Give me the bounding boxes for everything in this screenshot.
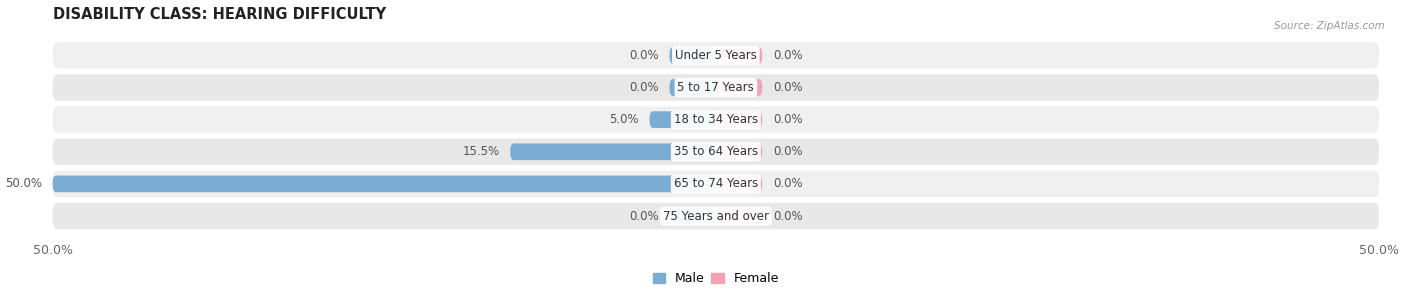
Text: 0.0%: 0.0% [773,178,803,190]
FancyBboxPatch shape [669,79,716,96]
Text: 5.0%: 5.0% [609,113,638,126]
Text: 0.0%: 0.0% [630,49,659,62]
FancyBboxPatch shape [510,143,716,160]
FancyBboxPatch shape [52,42,1379,69]
FancyBboxPatch shape [716,143,762,160]
Text: DISABILITY CLASS: HEARING DIFFICULTY: DISABILITY CLASS: HEARING DIFFICULTY [52,7,385,22]
FancyBboxPatch shape [650,111,716,128]
Text: 50.0%: 50.0% [6,178,42,190]
Text: 0.0%: 0.0% [773,49,803,62]
Text: 15.5%: 15.5% [463,145,499,158]
Legend: Male, Female: Male, Female [648,267,785,290]
FancyBboxPatch shape [52,176,716,192]
FancyBboxPatch shape [669,208,716,224]
Text: 0.0%: 0.0% [630,210,659,223]
FancyBboxPatch shape [52,106,1379,133]
FancyBboxPatch shape [716,111,762,128]
Text: 75 Years and over: 75 Years and over [662,210,769,223]
FancyBboxPatch shape [669,47,716,64]
FancyBboxPatch shape [716,47,762,64]
FancyBboxPatch shape [52,171,1379,197]
Text: 0.0%: 0.0% [773,210,803,223]
Text: 0.0%: 0.0% [773,145,803,158]
Text: Source: ZipAtlas.com: Source: ZipAtlas.com [1274,21,1385,31]
Text: 0.0%: 0.0% [773,113,803,126]
Text: 0.0%: 0.0% [773,81,803,94]
Text: 35 to 64 Years: 35 to 64 Years [673,145,758,158]
FancyBboxPatch shape [52,203,1379,229]
Text: 18 to 34 Years: 18 to 34 Years [673,113,758,126]
FancyBboxPatch shape [716,176,762,192]
Text: 0.0%: 0.0% [630,81,659,94]
Text: Under 5 Years: Under 5 Years [675,49,756,62]
FancyBboxPatch shape [52,74,1379,101]
FancyBboxPatch shape [716,79,762,96]
FancyBboxPatch shape [52,138,1379,165]
Text: 5 to 17 Years: 5 to 17 Years [678,81,754,94]
FancyBboxPatch shape [716,208,762,224]
Text: 65 to 74 Years: 65 to 74 Years [673,178,758,190]
